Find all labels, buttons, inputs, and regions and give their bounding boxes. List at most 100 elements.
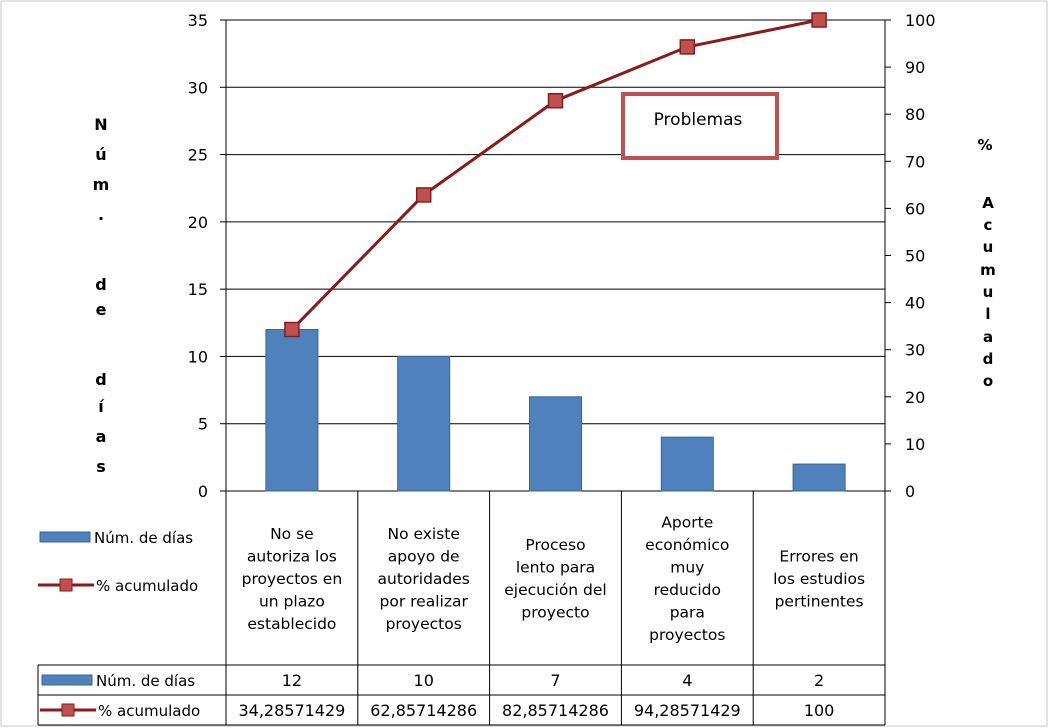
left-tick-label: 30 [188,78,208,97]
category-label: pertinentes [775,592,864,610]
left-axis-title-char: a [96,427,107,446]
category-label: muy [670,559,704,577]
bar-series [265,329,846,492]
table-row-header-line: % acumulado [98,702,200,720]
left-tick-label: 5 [198,415,208,434]
category-label: lento para [516,559,595,577]
left-axis-title-char: . [98,205,104,224]
right-axis-title-char: A [982,194,994,212]
category-label: establecido [247,615,336,633]
category-label: los estudios [773,570,865,588]
category-label: por realizar [380,592,469,610]
left-tick-label: 25 [188,146,208,165]
table-cell-acumulado: 34,28571429 [238,701,345,720]
category-label: autoriza los [247,547,337,565]
category-label: Errores en [779,547,858,565]
right-tick-label: 20 [905,388,925,407]
table-cell-acumulado: 100 [804,701,835,720]
right-tick-label: 80 [905,105,925,124]
right-axis-title-char: d [983,350,994,368]
left-axis-title-char: e [96,300,107,319]
right-axis-title-char: u [983,238,994,256]
line-marker-4 [679,39,696,55]
line-marker-2 [415,187,432,203]
category-label: económico [645,536,729,554]
right-axis-title-char: u [983,283,994,301]
left-axis-title-char: ú [95,145,106,164]
table-cell-dias: 2 [814,671,824,690]
category-label: reducido [654,581,721,599]
right-tick-label: 60 [905,199,925,218]
left-tick-label: 35 [188,11,208,30]
category-label: Aporte [661,514,713,532]
legend-key-bar [39,531,91,543]
left-axis-title-char: m [93,175,110,194]
bar-2 [397,355,451,492]
right-tick-label: 30 [905,341,925,360]
annotation-text: Problemas [654,110,743,130]
category-label: No existe [387,525,459,543]
table-cell-acumulado: 62,85714286 [370,701,477,720]
table-cell-dias: 10 [414,671,434,690]
gridlines [220,19,891,492]
left-axis-title-char: s [96,457,106,476]
category-label: autoridades [378,570,470,588]
category-label: proyectos [386,615,462,633]
table-cell-acumulado: 82,85714286 [502,701,609,720]
left-tick-label: 0 [198,482,208,501]
table-cell-dias: 7 [550,671,560,690]
category-label: un plazo [259,592,325,610]
category-label: No se [270,525,314,543]
table-cell-dias: 12 [282,671,302,690]
left-axis-title-char: d [95,370,106,389]
legend-key-line-marker [59,578,73,592]
right-tick-label: 40 [905,294,925,313]
line-marker-3 [547,92,564,109]
legend-label-bars: Núm. de días [94,529,193,547]
right-axis-title-char: m [980,261,996,279]
left-axis-ticks: 0 5 10 15 20 25 30 35 [188,11,208,501]
right-tick-label: 90 [905,58,925,77]
line-series [284,12,827,338]
right-tick-label: 10 [905,435,925,454]
right-axis-title-char: % [977,136,992,154]
right-axis-title-char: l [985,305,990,323]
table-row-header-bars: Núm. de días [96,672,195,690]
left-tick-label: 10 [188,347,208,366]
left-axis-title-char: í [98,397,105,416]
bar-5 [792,463,846,492]
right-axis-title-char: o [983,372,993,390]
right-axis-ticks: 0 10 20 30 40 50 60 70 80 90 100 [905,11,936,501]
line-marker-5 [811,12,827,28]
line-marker-1 [284,321,300,338]
category-label: ejecución del [504,581,606,599]
table-key-bar [41,674,93,686]
left-axis-title-char: d [95,275,106,294]
right-axis-title-char: c [984,216,993,234]
annotation-box [621,92,779,160]
right-tick-label: 100 [905,11,936,30]
category-label: proyectos [649,626,725,644]
right-axis-title-char: a [983,328,993,346]
left-axis-title-char: N [94,115,107,134]
category-label: apoyo de [388,547,460,565]
data-table: No se autoriza los proyectos en un plazo est… [37,491,886,726]
category-label: proyecto [521,604,589,622]
right-tick-label: 50 [905,247,925,266]
left-tick-label: 15 [188,280,208,299]
right-tick-label: 0 [905,482,915,501]
legend-label-line: % acumulado [96,577,198,595]
bar-4 [660,436,714,492]
category-label: para [670,604,705,622]
bar-1 [265,329,319,492]
category-label: proyectos en [242,570,343,588]
table-key-line-marker [61,703,75,717]
category-label: Proceso [525,536,585,554]
bar-3 [529,396,582,492]
table-cell-acumulado: 94,28571429 [634,701,741,720]
table-cell-dias: 4 [682,671,692,690]
right-tick-label: 70 [905,152,925,171]
